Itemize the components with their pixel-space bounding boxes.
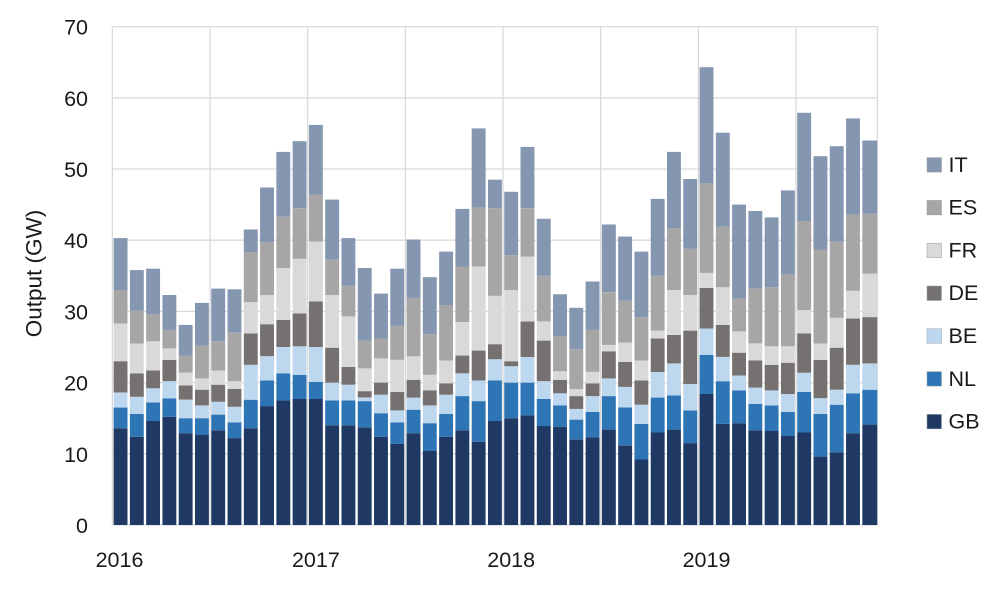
svg-text:2018: 2018 xyxy=(487,548,535,572)
svg-text:IT: IT xyxy=(949,153,968,177)
svg-text:2017: 2017 xyxy=(292,548,340,572)
svg-text:30: 30 xyxy=(64,300,88,324)
svg-text:GB: GB xyxy=(949,410,980,434)
svg-text:ES: ES xyxy=(949,196,978,220)
svg-text:BE: BE xyxy=(949,324,978,348)
svg-text:DE: DE xyxy=(949,281,979,305)
svg-text:2019: 2019 xyxy=(683,548,731,572)
svg-text:70: 70 xyxy=(64,16,88,40)
svg-text:50: 50 xyxy=(64,158,88,182)
svg-text:10: 10 xyxy=(64,443,88,467)
svg-text:0: 0 xyxy=(76,514,88,538)
svg-text:NL: NL xyxy=(949,367,977,391)
svg-text:FR: FR xyxy=(949,238,978,262)
svg-text:20: 20 xyxy=(64,372,88,396)
svg-text:60: 60 xyxy=(64,87,88,111)
svg-text:40: 40 xyxy=(64,229,88,253)
svg-text:Output (GW): Output (GW) xyxy=(22,210,47,338)
svg-text:2016: 2016 xyxy=(96,548,144,572)
